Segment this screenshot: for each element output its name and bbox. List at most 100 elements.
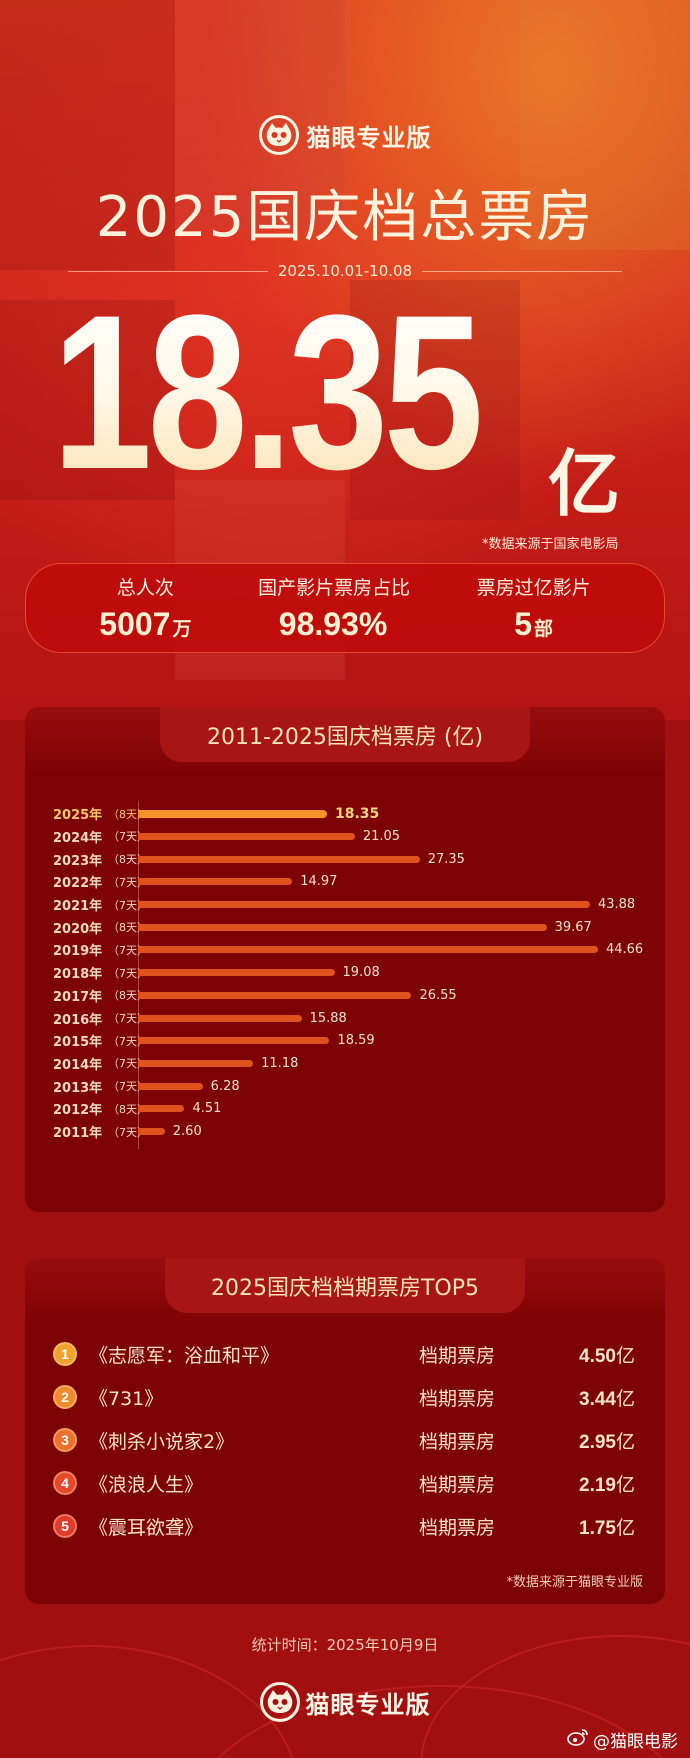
bar <box>138 1059 254 1067</box>
stat-unit: 万 <box>172 618 192 640</box>
stat-label: 总人次 <box>116 577 174 599</box>
bar-value-label: 18.59 <box>337 1033 375 1049</box>
cat-logo-icon <box>258 115 299 155</box>
total-box-office-unit: 亿 <box>548 442 621 526</box>
bar-row: 2011年 （7天） 2.60 <box>25 1119 665 1145</box>
bar <box>138 832 355 840</box>
bar-value-label: 6.28 <box>210 1078 240 1094</box>
bar-row: 2013年 （7天） 6.28 <box>25 1073 665 1099</box>
bar-row: 2018年 （7天） 19.08 <box>25 960 665 986</box>
bar <box>138 923 547 931</box>
bar-year-label: 2017年 <box>53 989 103 1005</box>
top5-title: 2025国庆档档期票房TOP5 <box>165 1258 525 1313</box>
date-range: 2025.10.01-10.08 <box>0 262 690 280</box>
bar-year-label: 2021年 <box>53 899 103 915</box>
film-title: 《震耳欲聋》 <box>89 1516 204 1539</box>
bar-value-label: 43.88 <box>597 897 636 913</box>
brand-name: 猫眼专业版 <box>306 123 432 152</box>
bar-year-label: 2019年 <box>53 944 103 960</box>
date-range-text: 2025.10.01-10.08 <box>277 262 413 280</box>
bar-row: 2016年 （7天） 15.88 <box>25 1005 665 1031</box>
stat-value: 5007 <box>99 606 171 642</box>
bar-row: 2023年 （8天） 27.35 <box>25 846 665 872</box>
box-office-value: 2.19亿 <box>579 1473 635 1496</box>
bar-year-label: 2024年 <box>53 830 103 846</box>
bar-year-label: 2011年 <box>53 1126 103 1142</box>
poster-collage <box>350 280 520 520</box>
bar <box>138 1037 330 1045</box>
page-title: 2025国庆档总票房 <box>95 185 595 250</box>
bar-year-label: 2020年 <box>53 921 103 937</box>
bar-value-label: 4.51 <box>192 1101 222 1117</box>
film-title: 《刺杀小说家2》 <box>89 1430 235 1453</box>
bar-year-label: 2013年 <box>53 1080 103 1096</box>
box-office-label: 档期票房 <box>419 1516 496 1539</box>
rank-badge-icon: 5 <box>53 1514 77 1538</box>
rank-row: 3 《刺杀小说家2》 档期票房 2.95亿 <box>25 1416 665 1464</box>
top5-panel: 2025国庆档档期票房TOP5 1 《志愿军：浴血和平》 档期票房 4.50亿 2 《73… <box>25 1258 665 1604</box>
film-title: 《浪浪人生》 <box>89 1473 204 1496</box>
stat-label: 票房过亿影片 <box>476 577 591 599</box>
weibo-watermark[interactable]: @猫眼电影 <box>567 1727 678 1752</box>
bar-year-label: 2025年 <box>53 808 103 824</box>
bar <box>138 946 598 954</box>
brand-footer: 猫眼专业版 <box>0 1682 690 1722</box>
bar-row: 2019年 （7天） 44.66 <box>25 937 665 963</box>
stat-value: 98.93% <box>278 606 388 642</box>
rank-badge-icon: 4 <box>53 1471 77 1495</box>
poster-collage <box>0 300 175 500</box>
weibo-icon <box>567 1728 589 1751</box>
box-office-value: 4.50亿 <box>579 1344 635 1367</box>
bar <box>138 1082 203 1090</box>
box-office-label: 档期票房 <box>419 1430 496 1453</box>
bar-row: 2015年 （7天） 18.59 <box>25 1028 665 1054</box>
stat-label: 国产影片票房占比 <box>258 577 411 599</box>
history-chart-title: 2011-2025国庆档票房 (亿) <box>160 707 530 762</box>
bar-year-label: 2018年 <box>53 967 103 983</box>
poster-collage <box>175 0 345 230</box>
box-office-value: 1.75亿 <box>579 1516 635 1539</box>
hero-background <box>0 0 690 720</box>
rank-row: 5 《震耳欲聋》 档期票房 1.75亿 <box>25 1502 665 1550</box>
bar <box>138 991 412 999</box>
bar-value-label: 39.67 <box>554 919 592 935</box>
source-note: *数据来源于猫眼专业版 <box>506 1575 643 1590</box>
brand-header: 猫眼专业版 <box>0 115 690 155</box>
stat-admissions: 总人次 5007 万 <box>99 573 191 643</box>
bar-row: 2017年 （8天） 26.55 <box>25 983 665 1009</box>
divider <box>67 270 268 272</box>
box-office-label: 档期票房 <box>419 1344 496 1367</box>
rank-badge-icon: 3 <box>53 1428 77 1452</box>
bar-year-label: 2014年 <box>53 1057 103 1073</box>
bar-value-label: 21.05 <box>362 828 401 844</box>
bar-year-label: 2015年 <box>53 1035 103 1051</box>
history-chart-panel: 2011-2025国庆档票房 (亿) 2025年 （8天） 18.35 2024年 （7… <box>25 707 665 1212</box>
bar-row: 2024年 （7天） 21.05 <box>25 824 665 850</box>
divider <box>422 270 623 272</box>
stat-value: 5 <box>514 606 533 642</box>
rank-row: 1 《志愿军：浴血和平》 档期票房 4.50亿 <box>25 1330 665 1378</box>
bar <box>138 1014 302 1022</box>
bar-row: 2021年 （7天） 43.88 <box>25 892 665 918</box>
bar-value-label: 2.60 <box>172 1124 202 1140</box>
bar <box>138 969 335 977</box>
bar-row: 2022年 （7天） 14.97 <box>25 869 665 895</box>
film-title: 《志愿军：浴血和平》 <box>89 1344 280 1367</box>
bar-value-label: 27.35 <box>427 851 465 867</box>
bar <box>138 1105 185 1113</box>
bar-year-label: 2023年 <box>53 853 103 869</box>
stat-domestic-share: 国产影片票房占比 98.93% <box>258 573 410 643</box>
bar-value-label: 44.66 <box>605 942 644 958</box>
rank-row: 4 《浪浪人生》 档期票房 2.19亿 <box>25 1459 665 1507</box>
bar <box>138 878 293 886</box>
bar-value-label: 15.88 <box>309 1010 347 1026</box>
stat-unit: 部 <box>534 618 554 640</box>
bar-row: 2020年 （8天） 39.67 <box>25 915 665 941</box>
bar-value-label: 11.18 <box>261 1055 299 1071</box>
bar <box>138 855 420 863</box>
poster-collage <box>520 0 690 250</box>
cat-logo-icon <box>259 1682 300 1722</box>
bar-row: 2025年 （8天） 18.35 <box>25 801 665 827</box>
